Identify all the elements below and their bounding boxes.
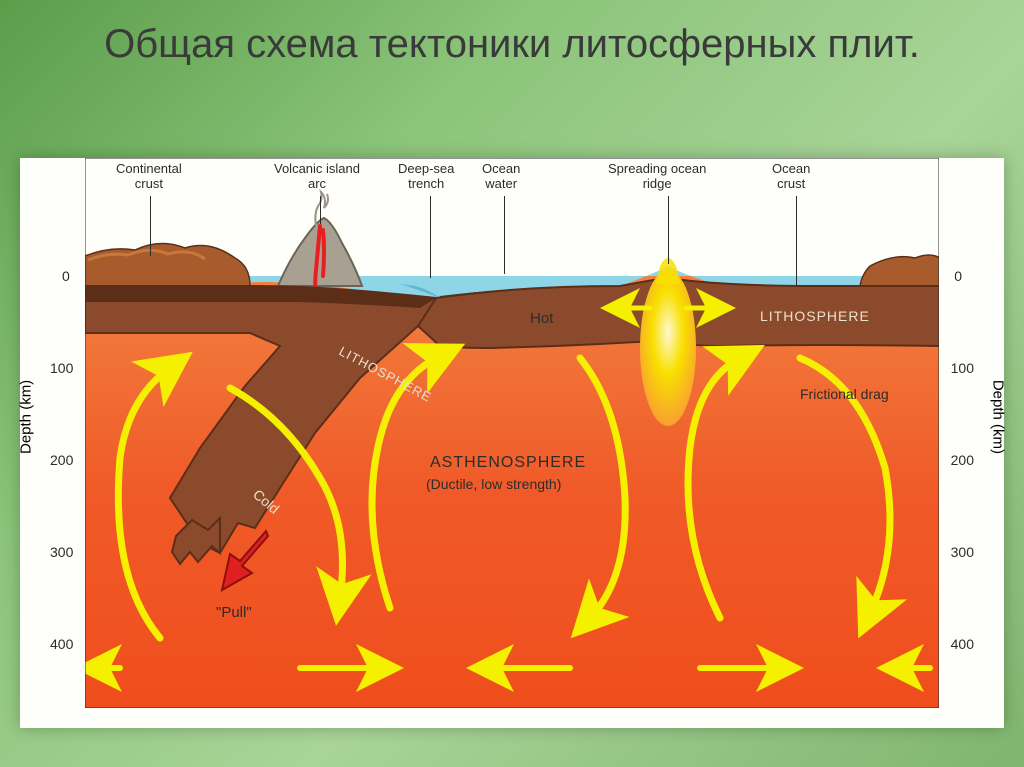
label-continental-crust: Continentalcrust <box>116 162 182 192</box>
slide-title: Общая схема тектоники литосферных плит. <box>0 20 1024 68</box>
axis-label-right: Depth (km) <box>990 380 1007 454</box>
tick-left-300: 300 <box>50 544 73 560</box>
tick-right-200: 200 <box>951 452 974 468</box>
label-pull: "Pull" <box>216 604 252 621</box>
tick-right-100: 100 <box>951 360 974 376</box>
label-hot: Hot <box>530 310 553 327</box>
mantle-plume <box>640 270 696 426</box>
label-ocean-water: Oceanwater <box>482 162 520 192</box>
label-volcanic-island: Volcanic islandarc <box>274 162 360 192</box>
label-spreading-ridge: Spreading oceanridge <box>608 162 706 192</box>
tick-right-0: 0 <box>954 268 962 284</box>
diagram-svg: Cold LITHOSPHERE <box>20 158 1004 728</box>
label-deep-sea-trench: Deep-seatrench <box>398 162 454 192</box>
axis-label-left: Depth (km) <box>18 380 35 454</box>
label-ocean-crust: Oceancrust <box>772 162 810 192</box>
label-frictional-drag: Frictional drag <box>800 386 889 402</box>
label-lithosphere-right: LITHOSPHERE <box>760 308 870 324</box>
bottom-margin <box>20 708 1004 728</box>
tick-left-400: 400 <box>50 636 73 652</box>
tick-left-100: 100 <box>50 360 73 376</box>
label-ductile: (Ductile, low strength) <box>426 476 561 492</box>
tick-right-400: 400 <box>951 636 974 652</box>
tick-right-300: 300 <box>951 544 974 560</box>
tick-left-200: 200 <box>50 452 73 468</box>
diagram: Cold LITHOSPHERE 0 100 200 300 400 0 100 <box>20 158 1004 728</box>
label-asthenosphere: ASTHENOSPHERE <box>430 454 586 472</box>
tick-left-0: 0 <box>62 268 70 284</box>
